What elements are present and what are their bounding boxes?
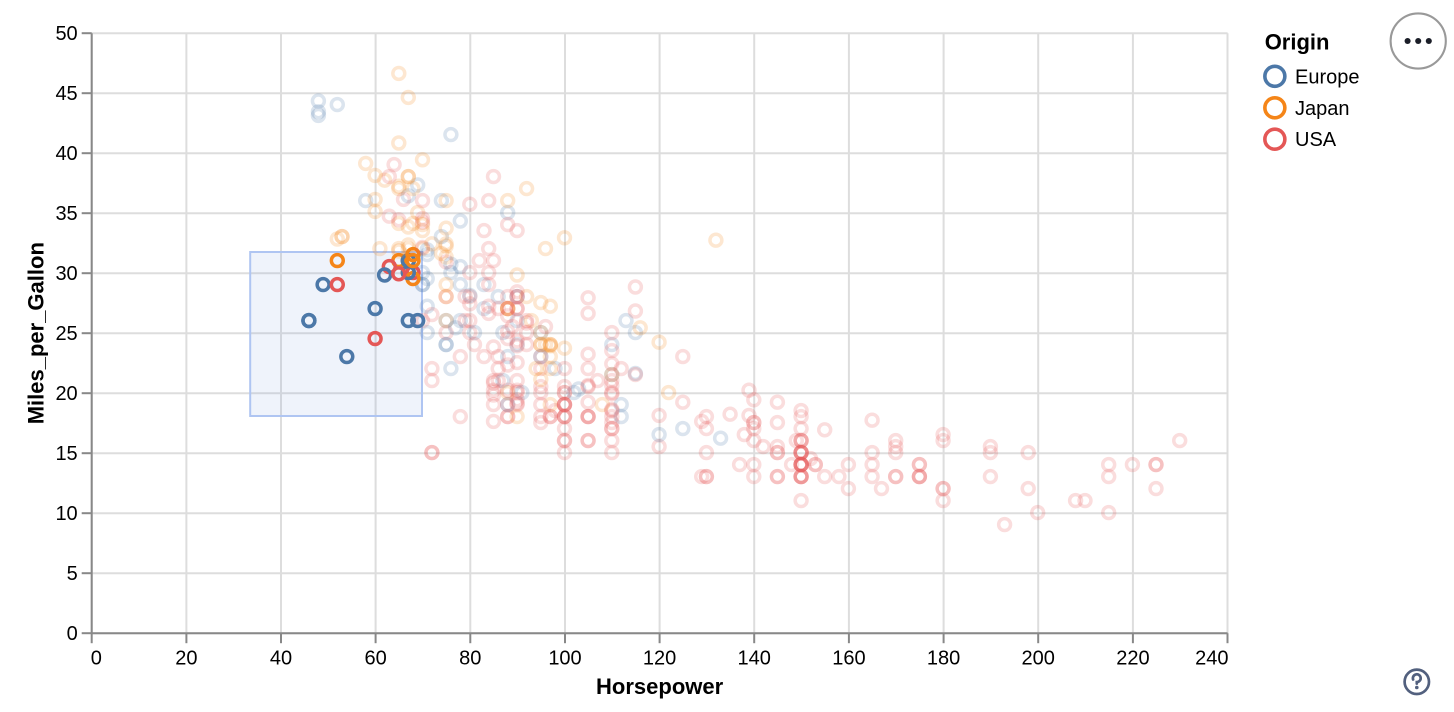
svg-text:100: 100 bbox=[548, 648, 581, 670]
svg-text:10: 10 bbox=[55, 503, 77, 525]
svg-text:Japan: Japan bbox=[1295, 98, 1350, 120]
svg-text:5: 5 bbox=[67, 563, 78, 585]
svg-text:60: 60 bbox=[364, 648, 386, 670]
svg-text:Miles_per_Gallon: Miles_per_Gallon bbox=[24, 242, 49, 424]
svg-text:35: 35 bbox=[55, 203, 77, 225]
svg-text:25: 25 bbox=[55, 323, 77, 345]
svg-text:20: 20 bbox=[55, 383, 77, 405]
svg-text:20: 20 bbox=[175, 648, 197, 670]
svg-text:40: 40 bbox=[270, 648, 292, 670]
svg-text:240: 240 bbox=[1195, 648, 1228, 670]
svg-text:USA: USA bbox=[1295, 129, 1337, 151]
svg-text:Origin: Origin bbox=[1265, 29, 1330, 54]
svg-text:0: 0 bbox=[91, 648, 102, 670]
svg-text:140: 140 bbox=[738, 648, 771, 670]
svg-text:40: 40 bbox=[55, 143, 77, 165]
svg-text:30: 30 bbox=[55, 263, 77, 285]
svg-text:50: 50 bbox=[55, 23, 77, 45]
svg-text:80: 80 bbox=[459, 648, 481, 670]
svg-text:200: 200 bbox=[1022, 648, 1055, 670]
svg-text:160: 160 bbox=[832, 648, 865, 670]
svg-text:Horsepower: Horsepower bbox=[596, 674, 724, 699]
svg-text:0: 0 bbox=[67, 623, 78, 645]
svg-text:120: 120 bbox=[643, 648, 676, 670]
svg-text:180: 180 bbox=[927, 648, 960, 670]
svg-text:15: 15 bbox=[55, 443, 77, 465]
svg-text:Europe: Europe bbox=[1295, 66, 1360, 88]
svg-text:45: 45 bbox=[55, 83, 77, 105]
svg-text:220: 220 bbox=[1116, 648, 1149, 670]
